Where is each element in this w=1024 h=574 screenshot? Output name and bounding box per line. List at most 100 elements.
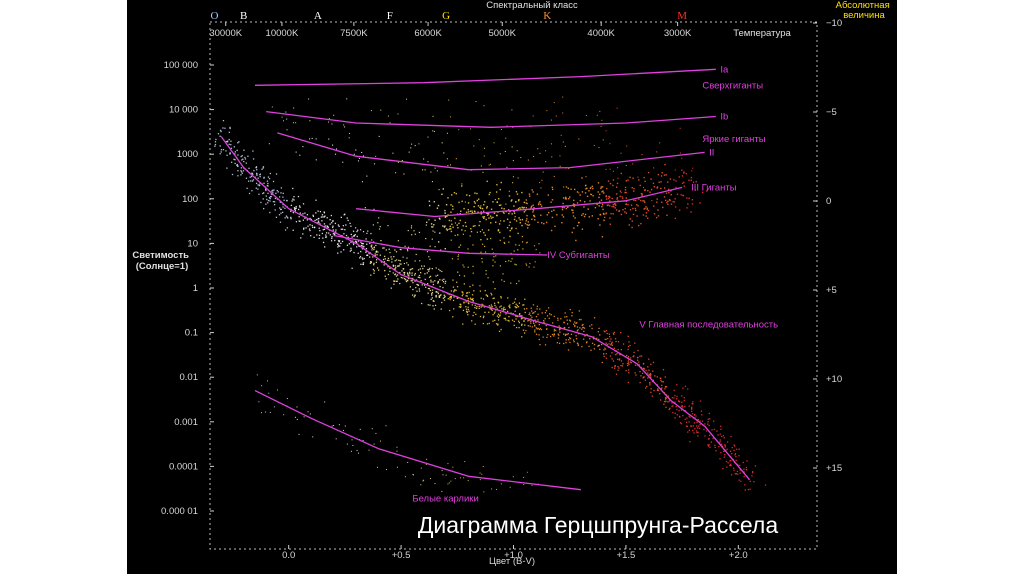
star-point [585,342,588,344]
star-point [631,187,633,189]
star-point [693,414,696,416]
star-point [582,326,584,329]
star-point [307,225,309,227]
star-point [492,320,494,322]
star-point [724,444,726,446]
star-point [583,206,585,208]
star-point [622,343,625,345]
star-point [453,191,456,194]
star-point [409,273,411,275]
star-point [282,206,284,208]
star-point [669,407,671,409]
star-point [585,184,587,187]
star-point [379,225,381,228]
star-point [633,199,635,202]
star-point [497,313,500,315]
star-point [370,261,372,263]
star-point [535,321,537,324]
star-point [412,288,414,291]
star-point [609,223,611,225]
star-point [391,261,393,263]
star-point [484,234,486,236]
spectral-class-label: M [677,10,687,22]
star-point [710,441,712,443]
star-point [411,272,413,274]
star-point [337,243,339,245]
star-point [382,247,384,249]
star-point [708,424,710,427]
luminosity-class-curve [333,234,548,256]
star-point [467,211,470,213]
star-point [574,321,576,323]
star-point [418,274,421,277]
star-point [424,273,426,275]
star-point [355,241,358,243]
star-point [701,191,704,194]
star-point [370,261,372,263]
star-point [460,303,462,306]
star-point [627,348,629,351]
star-point [697,418,700,421]
star-point [452,299,455,302]
star-point [443,299,446,301]
star-point [267,192,269,194]
star-point [387,266,389,268]
star-point [427,161,429,163]
star-point [454,289,456,291]
star-point [226,154,228,156]
star-point [243,160,245,163]
series-label-white_dwarfs: Белые карлики [412,494,478,505]
star-point [647,189,649,192]
star-point [326,226,329,228]
star-point [480,306,482,308]
star-point [222,119,225,122]
star-point [618,210,621,212]
star-point [481,257,483,260]
star-point [692,425,695,427]
star-point [450,290,453,292]
star-point [480,211,482,213]
star-point [611,197,613,200]
star-point [537,203,540,206]
star-point [418,288,421,290]
star-point [465,295,467,297]
star-point [230,147,233,149]
star-point [639,381,641,384]
star-point [526,214,528,217]
star-point [479,206,481,209]
star-point [474,323,476,325]
star-point [508,212,510,215]
star-point [521,224,523,227]
star-point [219,135,221,137]
star-point [453,291,455,293]
star-point [337,246,339,248]
star-point [615,204,617,206]
star-point [404,277,406,280]
star-point [736,448,738,450]
star-point [251,172,253,174]
star-point [538,334,540,336]
star-point [523,484,525,486]
star-point [486,323,489,325]
star-point [608,343,610,345]
star-point [742,461,744,464]
star-point [531,218,533,220]
star-point [723,437,725,439]
star-point [286,118,288,120]
star-point [517,177,519,179]
star-point [583,215,586,218]
star-point [590,193,593,196]
star-point [442,286,444,289]
magnitude-tick-label: −5 [826,107,837,118]
star-point [724,454,726,456]
star-point [468,310,470,312]
star-point [524,222,527,225]
star-point [220,151,222,153]
star-point [533,312,535,314]
star-point [272,191,274,193]
star-point [416,283,418,286]
star-point [662,369,665,371]
star-point [684,405,686,408]
star-point [752,470,754,473]
